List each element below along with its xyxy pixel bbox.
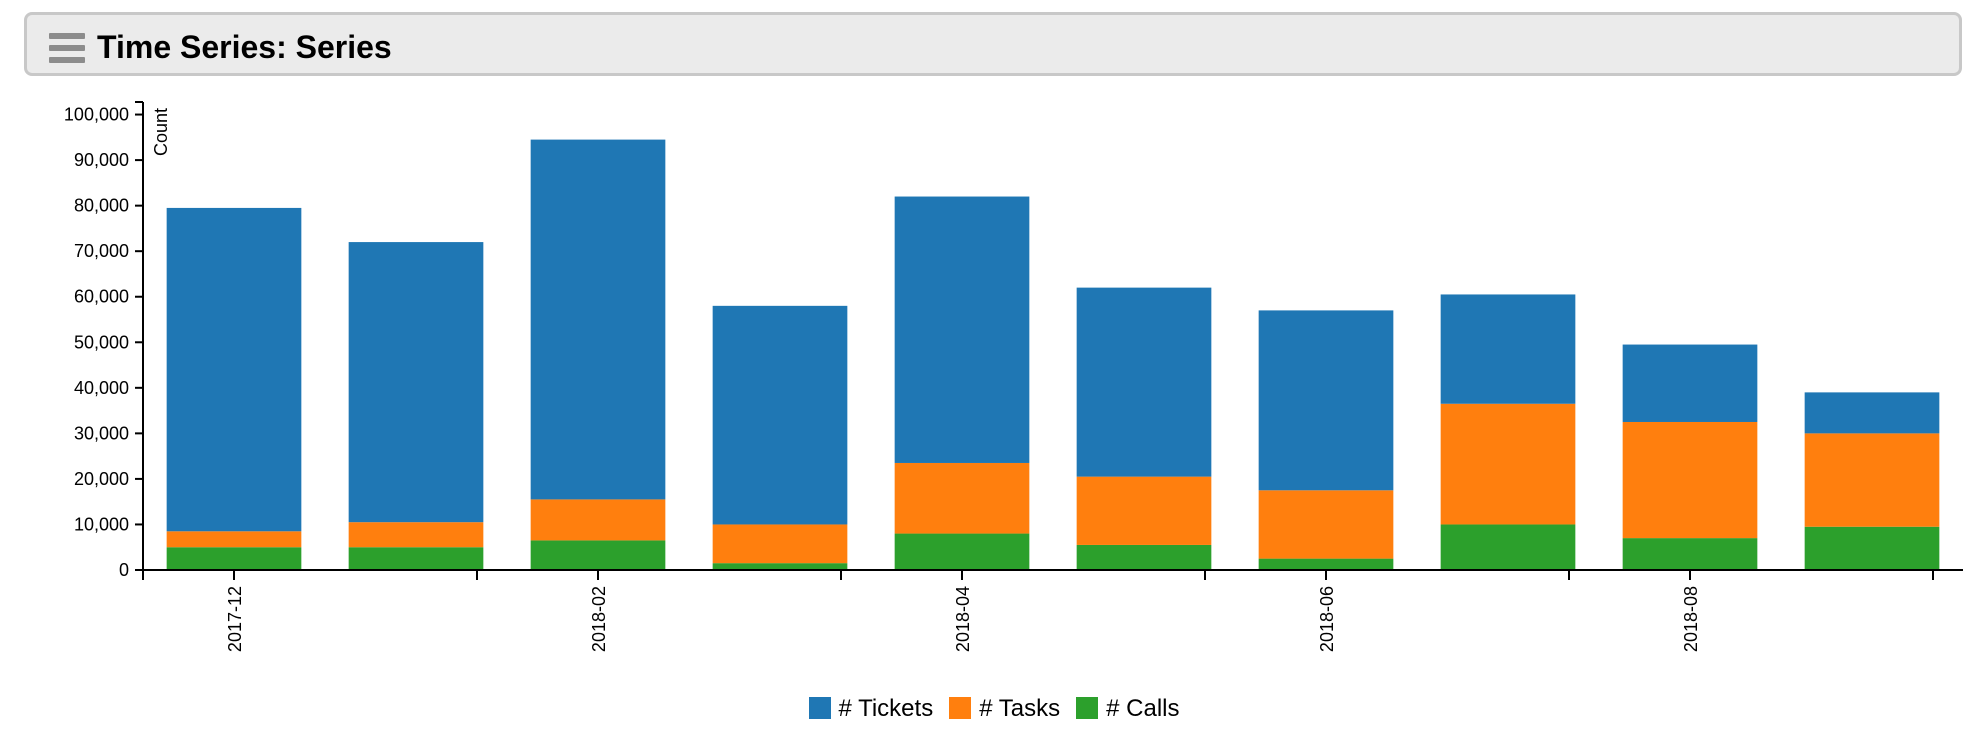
bar-calls-2018-09[interactable] — [1804, 526, 1940, 570]
y-tick-label: 60,000 — [74, 287, 129, 307]
x-tick-label: 2017-12 — [225, 586, 245, 652]
bar-tickets-2018-04[interactable] — [894, 196, 1030, 463]
hamburger-menu-icon[interactable] — [49, 33, 85, 63]
bar-tasks-2018-08[interactable] — [1622, 421, 1758, 539]
legend-label: # Tickets — [838, 695, 934, 722]
bar-tickets-2018-03[interactable] — [712, 305, 848, 525]
bar-calls-2018-06[interactable] — [1258, 558, 1394, 570]
x-axis: 2017-12 2018-02 2018-04 2018-06 2018-08 — [142, 569, 1963, 652]
legend-swatch — [808, 697, 831, 719]
bar-tasks-2018-05[interactable] — [1076, 476, 1212, 545]
bar-tickets-2018-05[interactable] — [1076, 287, 1212, 477]
bar-tasks-2018-03[interactable] — [712, 524, 848, 564]
bar-tasks-2018-07[interactable] — [1440, 403, 1576, 525]
bar-tickets-2018-06[interactable] — [1258, 310, 1394, 491]
bar-calls-2018-05[interactable] — [1076, 544, 1212, 570]
bar-tasks-2017-12[interactable] — [166, 531, 302, 548]
y-tick-label: 40,000 — [74, 378, 129, 398]
y-tick-label: 30,000 — [74, 423, 129, 443]
y-axis-label: Count — [151, 108, 171, 156]
y-tick-label: 90,000 — [74, 150, 129, 170]
legend-label: # Tasks — [979, 695, 1061, 722]
legend-item[interactable]: # Tickets — [808, 695, 934, 723]
bar-tickets-2018-07[interactable] — [1440, 294, 1576, 404]
bar-tasks-2018-02[interactable] — [530, 499, 666, 541]
panel-header: Time Series: Series — [24, 12, 1962, 76]
x-tick-label: 2018-06 — [1317, 586, 1337, 652]
legend-item[interactable]: # Tasks — [949, 695, 1060, 723]
bar-calls-2018-04[interactable] — [894, 533, 1030, 570]
legend-item[interactable]: # Calls — [1076, 695, 1180, 723]
x-tick-label: 2018-02 — [589, 586, 609, 652]
bars — [166, 139, 1940, 570]
legend-label: # Calls — [1106, 695, 1180, 722]
bar-tickets-2018-02[interactable] — [530, 139, 666, 500]
bar-calls-2018-07[interactable] — [1440, 524, 1576, 570]
bar-tasks-2018-04[interactable] — [894, 462, 1030, 534]
bar-tickets-2017-12[interactable] — [166, 207, 302, 532]
legend-swatch — [949, 697, 972, 719]
y-tick-label: 20,000 — [74, 469, 129, 489]
legend-swatch — [1076, 697, 1099, 719]
y-tick-label: 80,000 — [74, 196, 129, 216]
stacked-bar-chart: 0 10,000 20,000 30,000 40,000 50,000 60,000 70,… — [64, 101, 1963, 652]
bar-tasks-2018-01[interactable] — [348, 522, 484, 548]
bar-calls-2018-08[interactable] — [1622, 538, 1758, 570]
legend: # Tickets # Tasks # Calls — [0, 695, 1988, 723]
bar-calls-2018-02[interactable] — [530, 540, 666, 570]
bar-tickets-2018-01[interactable] — [348, 242, 484, 523]
x-tick-label: 2018-08 — [1681, 586, 1701, 652]
bar-calls-2018-03[interactable] — [712, 563, 848, 570]
bar-tasks-2018-06[interactable] — [1258, 490, 1394, 559]
bar-tasks-2018-09[interactable] — [1804, 433, 1940, 527]
y-tick-label: 10,000 — [74, 514, 129, 534]
y-tick-label: 50,000 — [74, 332, 129, 352]
y-tick-label: 100,000 — [64, 105, 129, 125]
y-axis: 0 10,000 20,000 30,000 40,000 50,000 60,000 70,… — [64, 101, 144, 580]
y-tick-label: 70,000 — [74, 241, 129, 261]
bar-calls-2017-12[interactable] — [166, 547, 302, 570]
y-tick-label: 0 — [119, 560, 129, 580]
panel-title: Time Series: Series — [97, 29, 392, 65]
bar-tickets-2018-09[interactable] — [1804, 392, 1940, 434]
bar-tickets-2018-08[interactable] — [1622, 344, 1758, 422]
bar-calls-2018-01[interactable] — [348, 547, 484, 570]
x-tick-label: 2018-04 — [953, 586, 973, 652]
